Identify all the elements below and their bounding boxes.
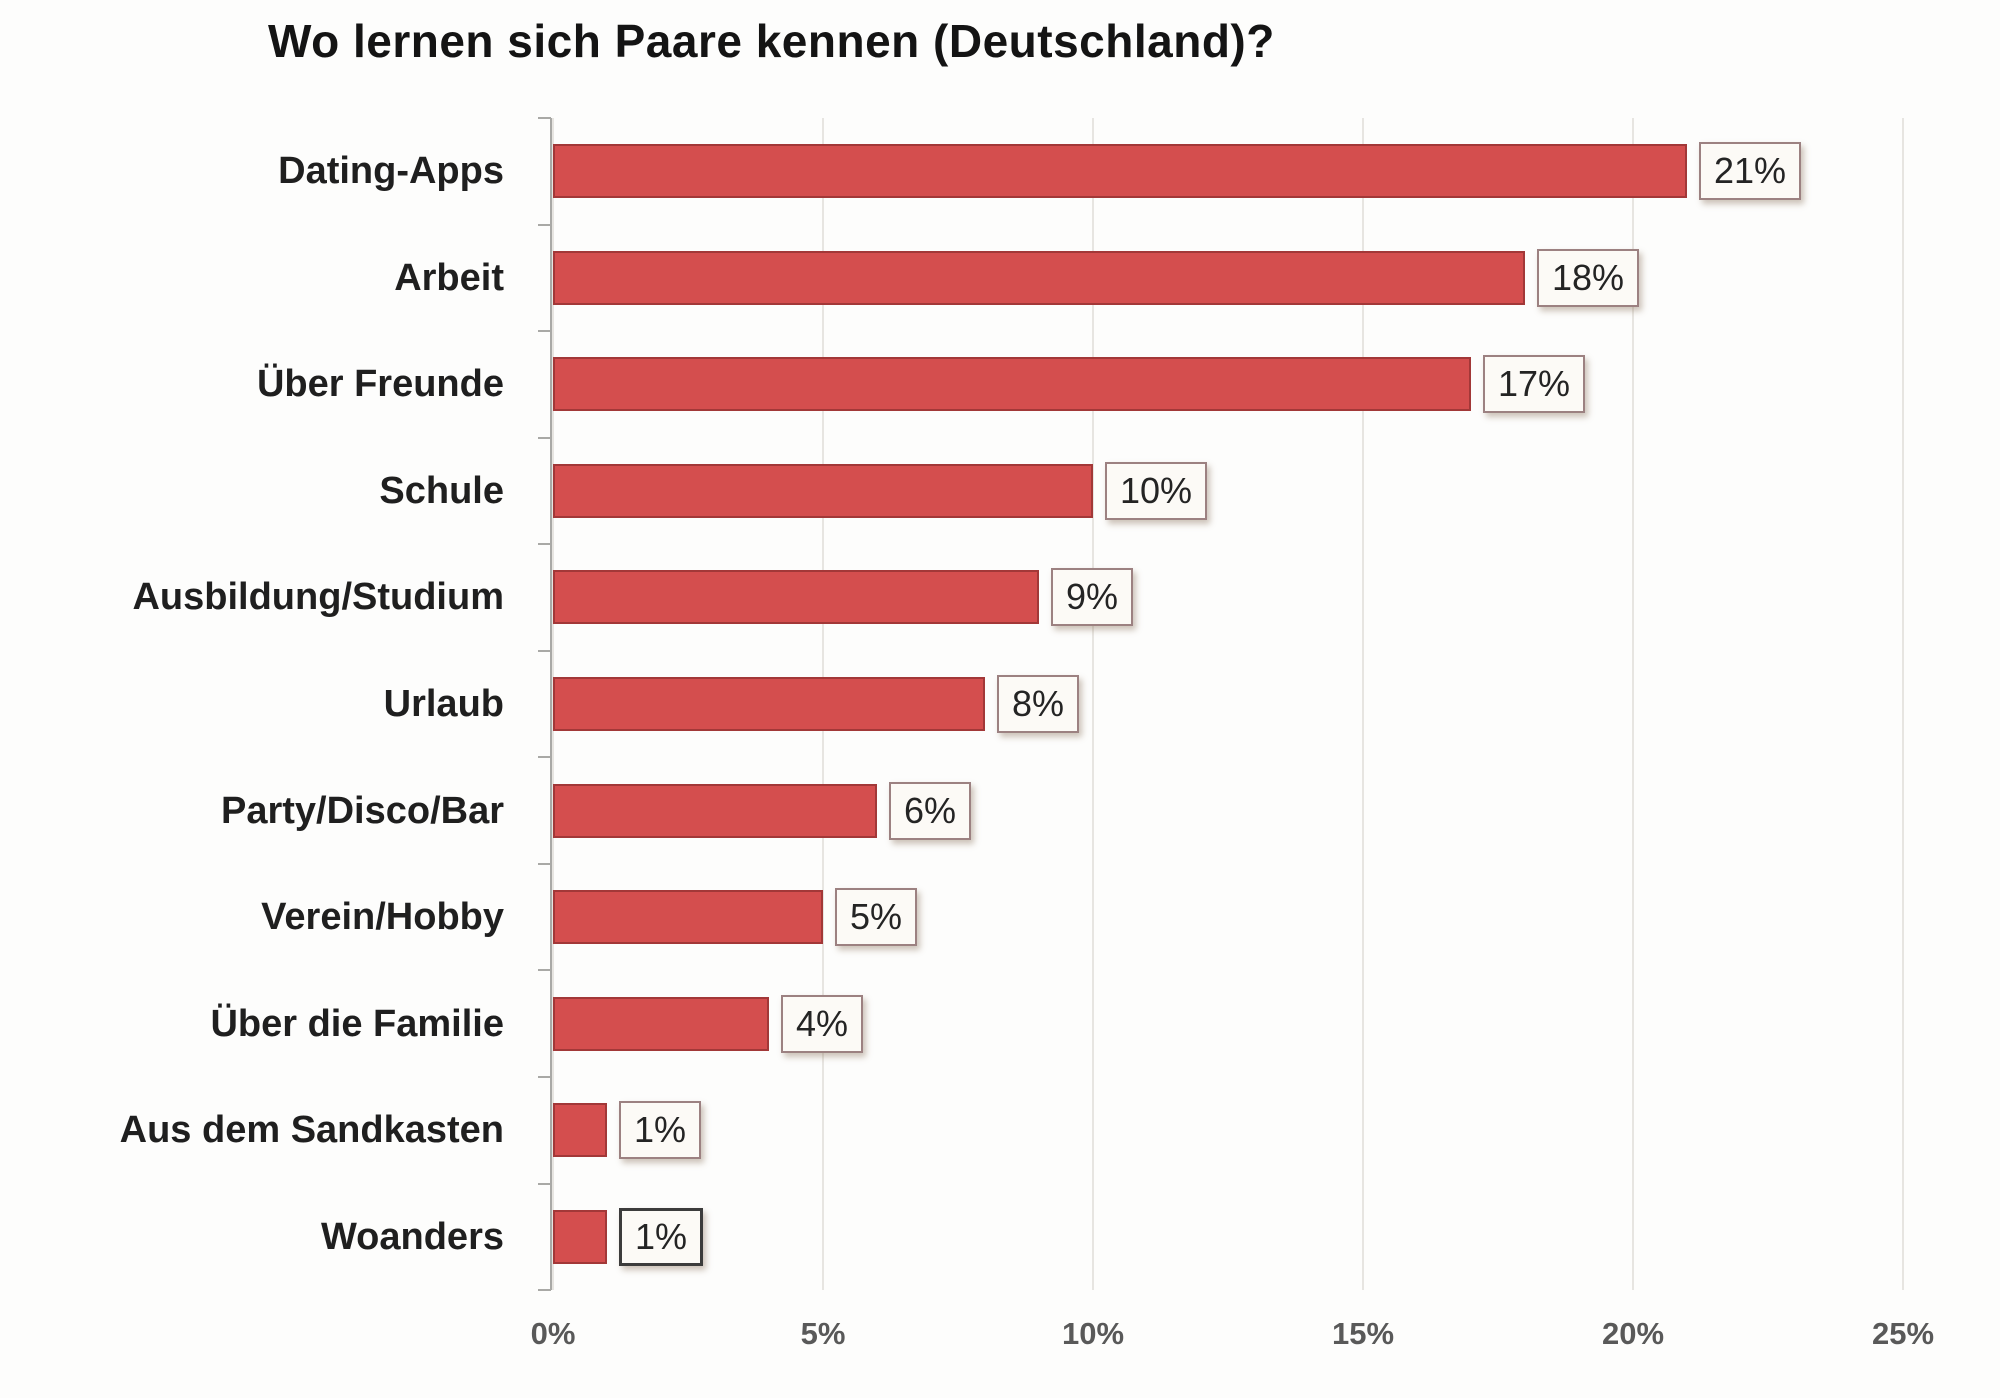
- gridline: [1632, 118, 1634, 1290]
- bar: [553, 1103, 607, 1158]
- bar: [553, 783, 877, 838]
- axis-tick: [538, 436, 551, 439]
- axis-tick: [538, 543, 551, 546]
- bar: [553, 677, 985, 732]
- bar: [553, 463, 1093, 518]
- axis-tick: [538, 1182, 551, 1185]
- value-label: 18%: [1537, 248, 1640, 307]
- category-label: Woanders: [320, 1215, 504, 1258]
- axis-tick: [538, 330, 551, 333]
- x-axis-tick-label: 10%: [1061, 1316, 1125, 1351]
- category-label: Verein/Hobby: [261, 896, 504, 939]
- bar: [553, 250, 1525, 305]
- x-axis-tick-label: 25%: [1871, 1316, 1935, 1351]
- category-label: Ausbildung/Studium: [132, 576, 504, 619]
- value-label: 9%: [1051, 568, 1134, 627]
- value-label: 6%: [889, 781, 972, 840]
- x-axis-tick-label: 20%: [1601, 1316, 1665, 1351]
- bar: [553, 996, 769, 1051]
- value-label: 1%: [619, 1101, 702, 1160]
- bar: [553, 1209, 607, 1264]
- axis-tick: [538, 117, 551, 119]
- y-axis-line: [550, 118, 553, 1290]
- category-label: Arbeit: [394, 256, 504, 299]
- x-axis-tick-label: 5%: [800, 1316, 846, 1351]
- gridline: [1902, 118, 1904, 1290]
- x-axis-tick-label: 15%: [1331, 1316, 1395, 1351]
- value-label: 10%: [1105, 461, 1208, 520]
- plot-area: 21% 18% 17% 10% 9% 8% 6% 5% 4% 1% 1%: [538, 117, 1930, 1292]
- value-label: 4%: [781, 994, 864, 1053]
- axis-tick: [538, 969, 551, 972]
- gridline: [1092, 118, 1094, 1290]
- x-axis-tick-label: 0%: [530, 1316, 576, 1351]
- bar: [553, 144, 1687, 199]
- axis-tick: [538, 862, 551, 865]
- bar: [553, 570, 1039, 625]
- value-label: 5%: [835, 888, 918, 947]
- category-label: Aus dem Sandkasten: [119, 1109, 504, 1152]
- value-label: 21%: [1699, 142, 1802, 201]
- chart-title: Wo lernen sich Paare kennen (Deutschland…: [268, 15, 1275, 67]
- axis-tick: [538, 649, 551, 652]
- bar: [553, 890, 823, 945]
- category-label: Schule: [379, 469, 504, 512]
- bar: [553, 357, 1471, 412]
- category-label: Über Freunde: [256, 363, 504, 406]
- value-label: 17%: [1483, 355, 1586, 414]
- category-label: Über die Familie: [210, 1002, 504, 1045]
- category-label: Urlaub: [383, 683, 504, 726]
- axis-tick: [538, 1289, 551, 1292]
- gridline: [1362, 118, 1364, 1290]
- category-label: Party/Disco/Bar: [220, 789, 504, 832]
- axis-tick: [538, 756, 551, 759]
- category-label: Dating-Apps: [278, 150, 504, 193]
- value-label: 1%: [619, 1207, 704, 1266]
- axis-tick: [538, 223, 551, 226]
- value-label: 8%: [997, 675, 1080, 734]
- axis-tick: [538, 1075, 551, 1078]
